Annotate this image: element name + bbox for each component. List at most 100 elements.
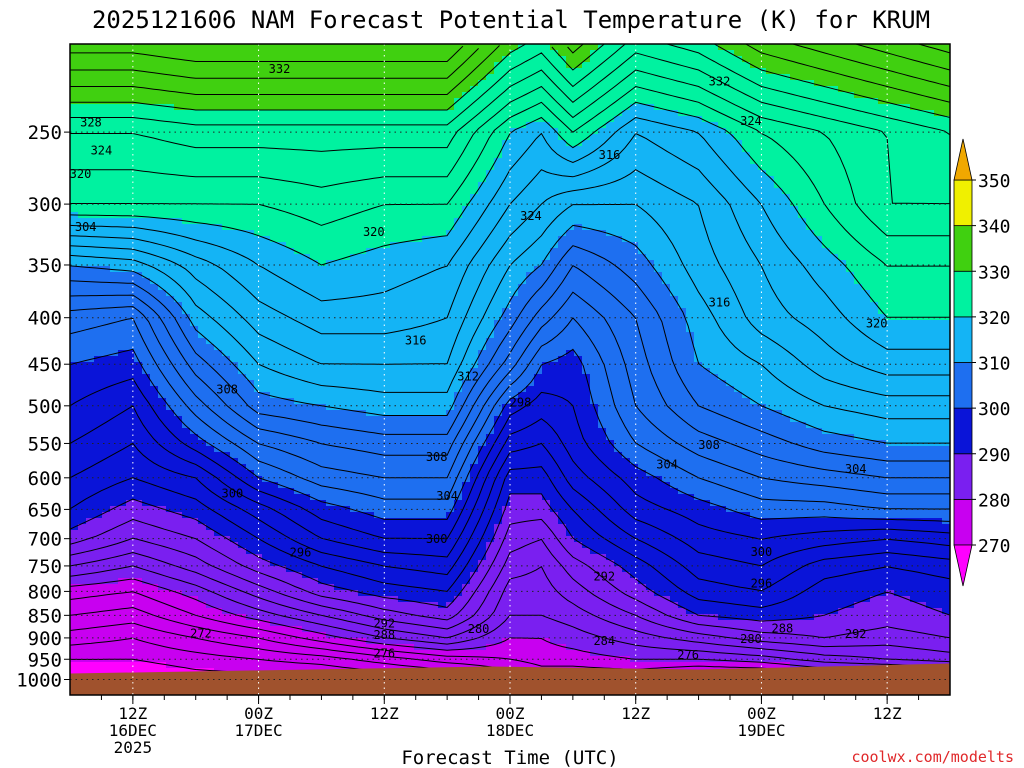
temperature-cell — [494, 326, 687, 333]
temperature-cell — [182, 308, 503, 315]
temperature-cell — [942, 608, 950, 615]
x-tick-label: 16DEC — [109, 721, 157, 740]
temperature-cell — [726, 128, 950, 135]
temperature-cell — [470, 374, 535, 381]
colorbar-segment — [953, 362, 973, 409]
temperature-cell — [70, 578, 119, 585]
temperature-cell — [70, 116, 615, 123]
temperature-cell — [70, 590, 183, 597]
temperature-cell — [486, 542, 583, 549]
temperature-cell — [198, 332, 495, 339]
temperature-cell — [638, 242, 823, 249]
temperature-cell — [630, 458, 950, 465]
temperature-cell — [750, 398, 950, 405]
temperature-cell — [222, 224, 455, 231]
temperature-cell — [182, 512, 375, 519]
temperature-cell — [590, 386, 735, 393]
temperature-cell — [654, 266, 847, 273]
temperature-cell — [70, 602, 207, 609]
temperature-cell — [702, 116, 950, 123]
isentrope-line — [70, 44, 950, 87]
temperature-cell — [598, 404, 767, 411]
temperature-cell — [238, 542, 487, 549]
temperature-cell — [710, 500, 950, 507]
temperature-cell — [654, 590, 887, 597]
contour-label: 292 — [845, 627, 867, 641]
temperature-cell — [774, 176, 950, 183]
temperature-cell — [598, 422, 807, 429]
contour-label: 324 — [91, 144, 113, 158]
temperature-cell — [478, 362, 543, 369]
contour-label: 280 — [740, 632, 762, 646]
isentrope-line — [70, 44, 950, 71]
temperature-cell — [614, 440, 887, 447]
temperature-cell — [246, 374, 471, 381]
temperature-cell — [286, 566, 479, 573]
temperature-cell — [206, 524, 495, 531]
temperature-cell — [486, 176, 775, 183]
temperature-cell — [166, 398, 295, 405]
temperature-cell — [390, 242, 559, 249]
temperature-cell — [502, 410, 599, 417]
temperature-cell — [582, 542, 950, 549]
temperature-cell — [70, 458, 239, 465]
temperature-cell — [590, 374, 719, 381]
temperature-cell — [622, 110, 679, 117]
temperature-cell — [70, 260, 319, 267]
contour-label: 298 — [510, 396, 532, 410]
temperature-cell — [182, 218, 455, 225]
temperature-cell — [454, 392, 519, 399]
temperature-cell — [606, 428, 823, 435]
temperature-cell — [694, 338, 950, 345]
temperature-cell — [486, 344, 695, 351]
temperature-cell — [70, 380, 151, 387]
temperature-cell — [254, 380, 463, 387]
temperature-cell — [254, 470, 471, 477]
temperature-cell — [70, 206, 463, 213]
temperature-cell — [566, 350, 575, 357]
colorbar-segment — [953, 407, 973, 455]
temperature-cell — [110, 266, 535, 273]
colorbar-segment — [953, 270, 973, 318]
temperature-cell — [638, 578, 950, 585]
chart-title: 2025121606 NAM Forecast Potential Temper… — [92, 6, 930, 34]
temperature-cell — [710, 368, 950, 375]
temperature-cell — [502, 506, 551, 513]
contour-label: 308 — [426, 450, 448, 464]
temperature-cell — [70, 530, 215, 537]
temperature-cell — [366, 248, 551, 255]
contour-label: 296 — [751, 576, 773, 590]
temperature-cell — [70, 368, 143, 375]
temperature-cell — [790, 200, 950, 207]
temperature-cell — [630, 572, 950, 579]
temperature-cell — [614, 560, 950, 567]
temperature-cell — [510, 302, 679, 309]
temperature-cell — [590, 650, 950, 657]
temperature-cell — [574, 350, 695, 357]
temperature-cell — [190, 320, 495, 327]
temperature-cell — [222, 350, 479, 357]
temperature-cell — [454, 218, 807, 225]
temperature-cell — [70, 86, 471, 93]
temperature-cell — [614, 446, 950, 453]
temperature-cell — [470, 470, 647, 477]
temperature-cell — [270, 620, 950, 627]
temperature-cell — [486, 548, 591, 555]
temperature-cell — [566, 62, 583, 69]
temperature-cell — [582, 224, 807, 231]
temperature-cell — [70, 278, 151, 285]
temperature-cell — [70, 428, 191, 435]
temperature-cell — [70, 56, 503, 63]
contour-label: 308 — [216, 383, 238, 397]
temperature-cell — [70, 536, 231, 543]
temperature-cell — [270, 236, 423, 243]
temperature-cell — [582, 368, 711, 375]
temperature-cell — [590, 56, 743, 63]
temperature-cell — [70, 224, 223, 231]
temperature-cell — [70, 236, 271, 243]
temperature-cell — [558, 134, 591, 141]
colorbar-label: 350 — [978, 171, 1011, 192]
temperature-cell — [70, 518, 87, 525]
temperature-cell — [510, 134, 559, 141]
isentrope-line — [70, 169, 950, 397]
